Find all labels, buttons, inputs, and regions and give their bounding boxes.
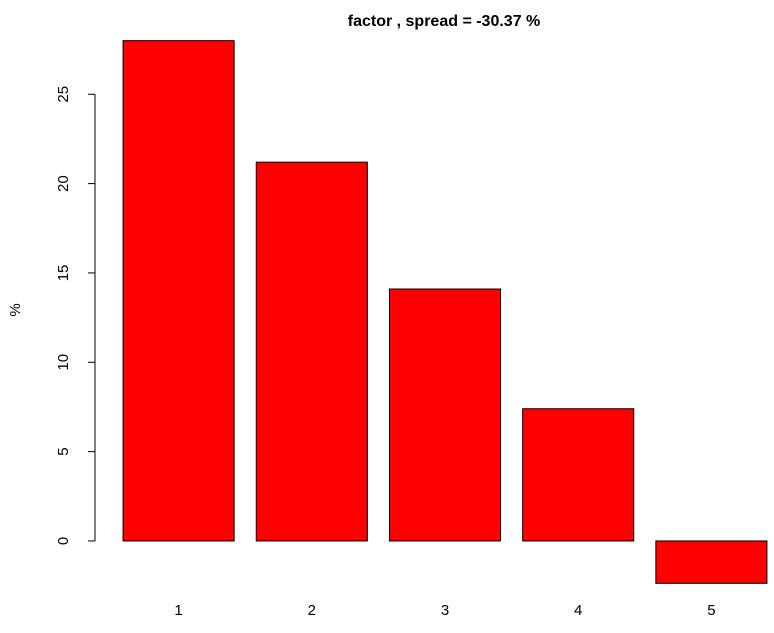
y-tick-label: 20: [55, 175, 72, 192]
bar: [255, 161, 368, 542]
x-tick-label: 3: [441, 602, 449, 619]
x-tick-label: 4: [574, 602, 582, 619]
bar: [522, 408, 635, 542]
chart-title: factor , spread = -30.37 %: [348, 13, 541, 30]
y-axis-label: %: [7, 303, 24, 316]
x-tick-label: 1: [174, 602, 182, 619]
x-tick-label: 5: [707, 602, 715, 619]
y-tick-label: 10: [55, 354, 72, 371]
y-tick-label: 25: [55, 86, 72, 103]
bar: [122, 40, 235, 542]
y-tick-label: 5: [55, 447, 72, 455]
y-tick-label: 15: [55, 265, 72, 282]
y-tick-label: 0: [55, 537, 72, 545]
x-tick-label: 2: [308, 602, 316, 619]
bar: [655, 540, 768, 584]
bar: [388, 288, 502, 542]
